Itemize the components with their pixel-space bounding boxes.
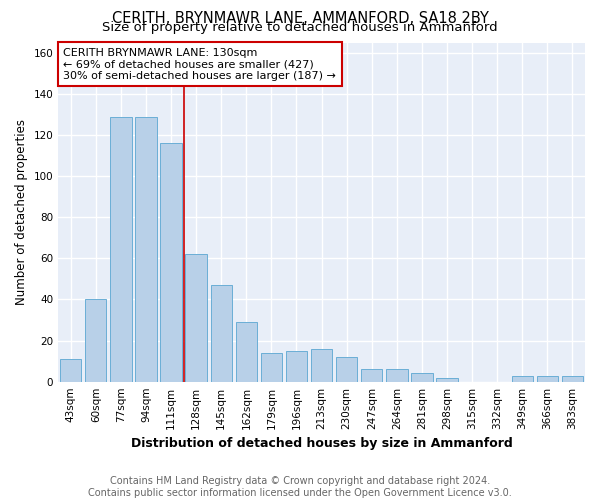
Text: CERITH BRYNMAWR LANE: 130sqm
← 69% of detached houses are smaller (427)
30% of s: CERITH BRYNMAWR LANE: 130sqm ← 69% of de… bbox=[64, 48, 337, 81]
Bar bbox=[386, 370, 407, 382]
Bar bbox=[160, 143, 182, 382]
Bar bbox=[110, 116, 131, 382]
Bar bbox=[436, 378, 458, 382]
Text: Size of property relative to detached houses in Ammanford: Size of property relative to detached ho… bbox=[102, 22, 498, 35]
X-axis label: Distribution of detached houses by size in Ammanford: Distribution of detached houses by size … bbox=[131, 437, 512, 450]
Bar bbox=[336, 357, 358, 382]
Bar bbox=[136, 116, 157, 382]
Bar bbox=[236, 322, 257, 382]
Bar bbox=[286, 351, 307, 382]
Bar bbox=[562, 376, 583, 382]
Bar bbox=[411, 374, 433, 382]
Bar bbox=[512, 376, 533, 382]
Bar bbox=[361, 370, 382, 382]
Bar bbox=[261, 353, 282, 382]
Bar bbox=[537, 376, 558, 382]
Bar bbox=[311, 349, 332, 382]
Text: CERITH, BRYNMAWR LANE, AMMANFORD, SA18 2BY: CERITH, BRYNMAWR LANE, AMMANFORD, SA18 2… bbox=[112, 11, 488, 26]
Bar bbox=[185, 254, 207, 382]
Bar bbox=[60, 359, 82, 382]
Bar bbox=[85, 300, 106, 382]
Y-axis label: Number of detached properties: Number of detached properties bbox=[15, 119, 28, 305]
Text: Contains HM Land Registry data © Crown copyright and database right 2024.
Contai: Contains HM Land Registry data © Crown c… bbox=[88, 476, 512, 498]
Bar bbox=[211, 285, 232, 382]
